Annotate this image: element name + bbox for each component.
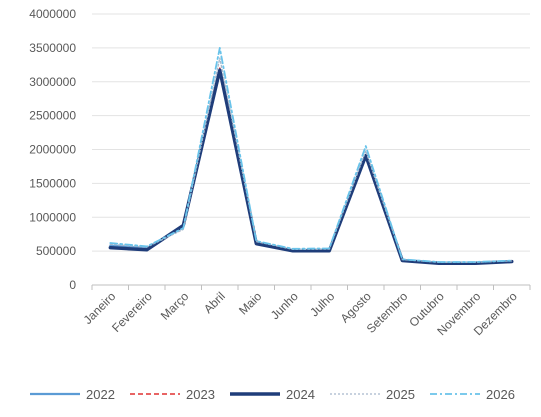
x-tick-label-maio: Maio	[236, 289, 265, 318]
legend-label-2026: 2026	[486, 387, 515, 402]
legend-label-2024: 2024	[286, 387, 315, 402]
legend: 2022 2023 2024 2025 2026	[30, 387, 515, 402]
gridlines	[92, 13, 530, 286]
y-tick-label: 1500000	[29, 176, 76, 190]
y-tick-label: 3500000	[29, 41, 76, 55]
y-axis-ticks: 0 500000 1000000 1500000 2000000 2500000 30000…	[29, 7, 76, 292]
x-tick-label-fevereiro: Fevereiro	[109, 289, 155, 335]
y-tick-label: 2500000	[29, 109, 76, 123]
series-line-2026	[109, 47, 513, 263]
x-tick-label-junho: Junho	[268, 289, 301, 322]
x-tick-label-julho: Julho	[307, 289, 337, 319]
y-tick-label: 1000000	[29, 210, 76, 224]
legend-label-2023: 2023	[186, 387, 215, 402]
y-tick-label: 2000000	[29, 143, 76, 157]
y-tick-label: 3000000	[29, 75, 76, 89]
series-line-2025	[109, 57, 513, 263]
series-line-2024	[108, 68, 514, 265]
legend-label-2022: 2022	[86, 387, 115, 402]
x-tick-label-abril: Abril	[201, 289, 228, 316]
y-tick-label: 500000	[36, 244, 76, 258]
x-tick-label-marco: Março	[158, 289, 192, 323]
legend-label-2025: 2025	[386, 387, 415, 402]
y-tick-label: 0	[69, 278, 76, 292]
series-lines	[108, 47, 514, 265]
y-tick-label: 4000000	[29, 7, 76, 21]
